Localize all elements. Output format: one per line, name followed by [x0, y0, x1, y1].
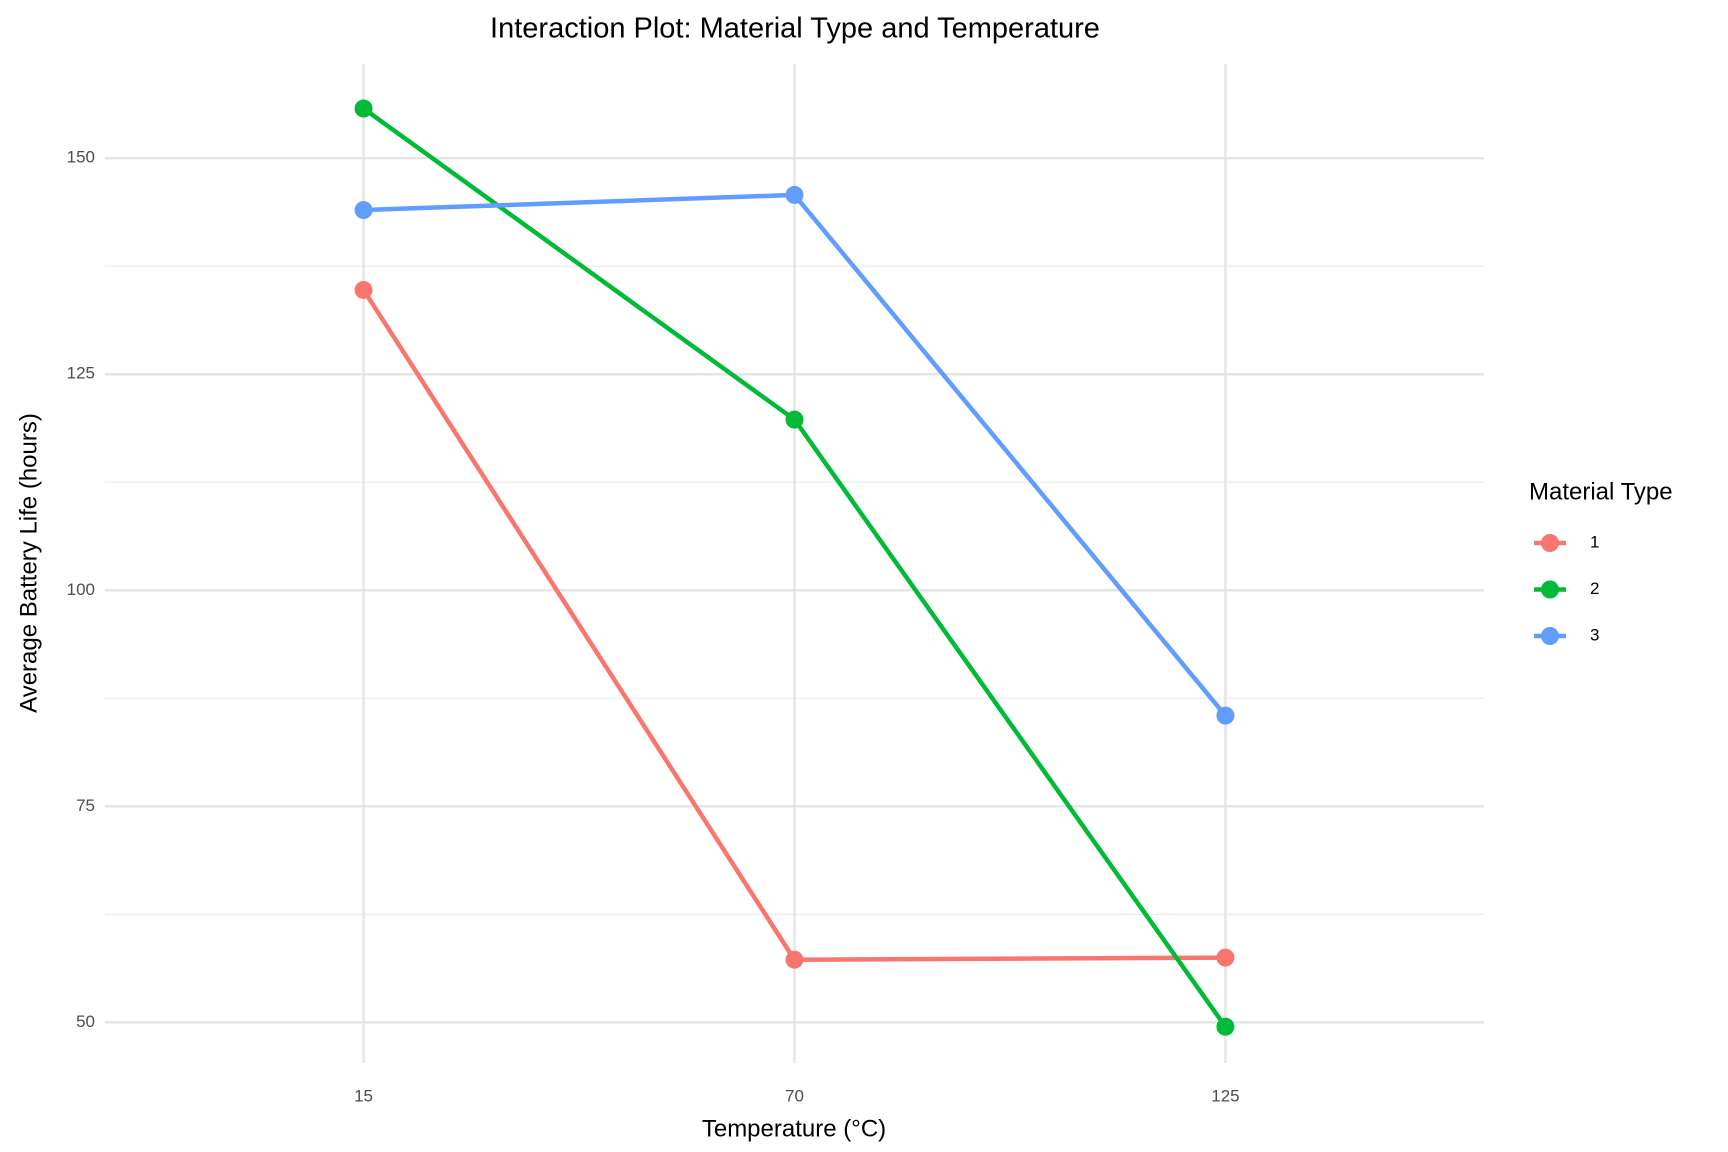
y-tick-label: 100 — [67, 580, 95, 599]
data-point — [354, 280, 373, 299]
y-tick-label: 150 — [67, 148, 95, 167]
data-point — [785, 410, 804, 429]
legend-label: 2 — [1590, 579, 1599, 598]
legend-marker — [1541, 580, 1559, 599]
data-point — [785, 185, 804, 204]
data-point — [354, 99, 373, 118]
x-tick-label: 125 — [1211, 1086, 1239, 1105]
y-tick-label: 75 — [76, 796, 95, 815]
data-point — [1216, 706, 1235, 725]
y-tick-label: 50 — [76, 1012, 95, 1031]
data-point — [785, 950, 804, 969]
y-axis-title: Average Battery Life (hours) — [15, 413, 42, 713]
y-tick-label: 125 — [67, 364, 95, 383]
legend-label: 3 — [1590, 625, 1599, 644]
x-tick-label: 70 — [785, 1086, 804, 1105]
data-point — [1216, 948, 1235, 967]
legend-title: Material Type — [1529, 478, 1673, 505]
x-axis-title: Temperature (°C) — [702, 1115, 886, 1142]
chart-title: Interaction Plot: Material Type and Temp… — [490, 13, 1100, 45]
data-point — [354, 201, 373, 220]
data-point — [1216, 1017, 1235, 1036]
legend-marker — [1541, 534, 1559, 552]
legend-marker — [1541, 627, 1559, 645]
legend-label: 1 — [1590, 532, 1599, 551]
x-tick-label: 15 — [354, 1086, 373, 1105]
